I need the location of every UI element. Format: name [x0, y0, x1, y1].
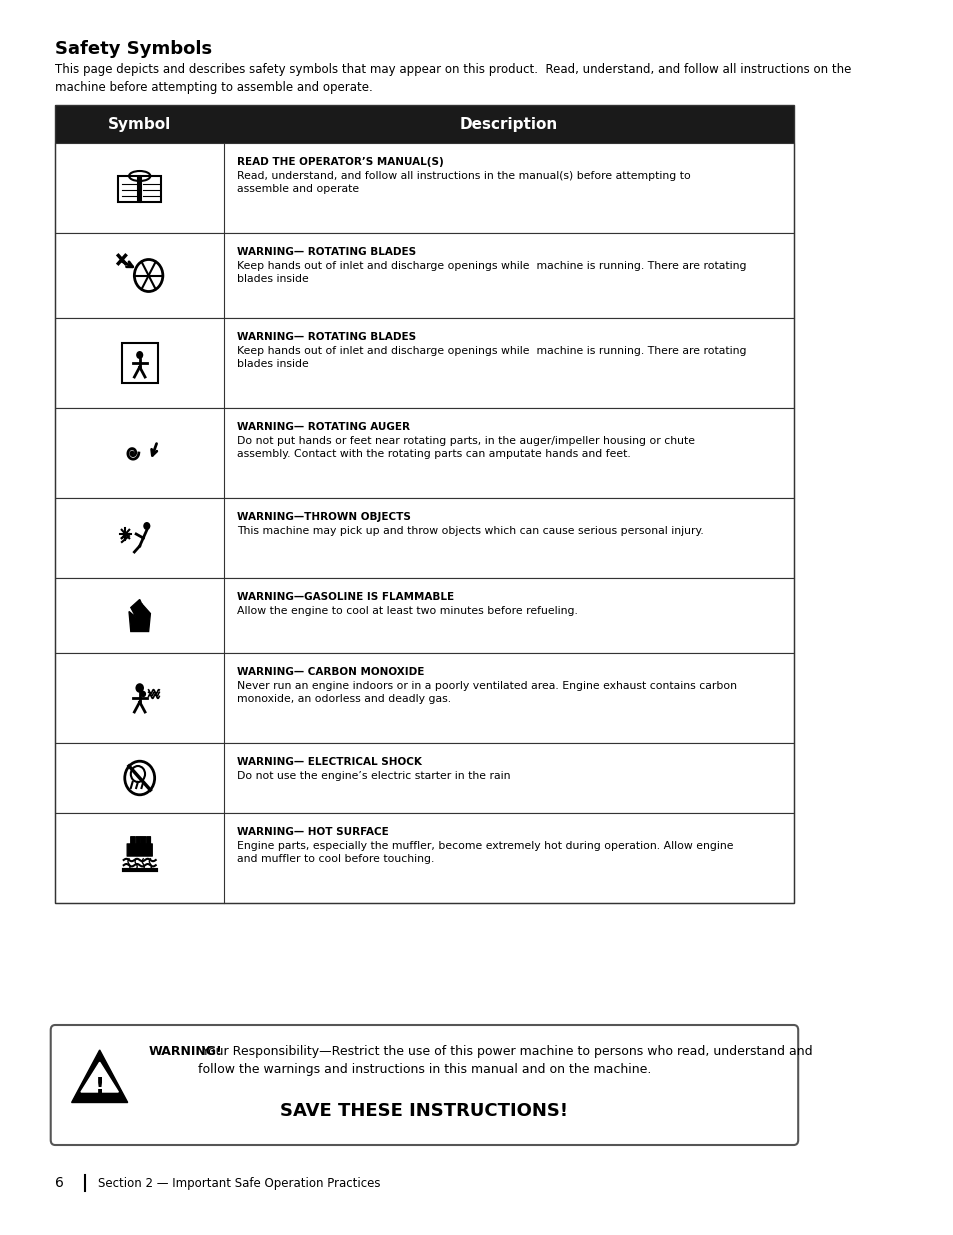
Circle shape [140, 690, 146, 698]
FancyBboxPatch shape [51, 1025, 798, 1145]
FancyBboxPatch shape [55, 105, 793, 143]
FancyBboxPatch shape [55, 317, 793, 408]
Text: Keep hands out of inlet and discharge openings while  machine is running. There : Keep hands out of inlet and discharge op… [236, 346, 745, 369]
Text: Never run an engine indoors or in a poorly ventilated area. Engine exhaust conta: Never run an engine indoors or in a poor… [236, 680, 736, 704]
Text: Your Responsibility—Restrict the use of this power machine to persons who read, : Your Responsibility—Restrict the use of … [197, 1045, 811, 1076]
FancyBboxPatch shape [55, 143, 793, 233]
Text: This machine may pick up and throw objects which can cause serious personal inju: This machine may pick up and throw objec… [236, 526, 702, 536]
Text: Read, understand, and follow all instructions in the manual(s) before attempting: Read, understand, and follow all instruc… [236, 170, 690, 194]
Text: Do not use the engine’s electric starter in the rain: Do not use the engine’s electric starter… [236, 771, 510, 781]
Text: Engine parts, especially the muffler, become extremely hot during operation. All: Engine parts, especially the muffler, be… [236, 841, 733, 864]
Text: WARNING— ROTATING AUGER: WARNING— ROTATING AUGER [236, 422, 409, 432]
Text: Safety Symbols: Safety Symbols [55, 40, 213, 58]
FancyBboxPatch shape [127, 844, 152, 856]
Text: 6: 6 [55, 1176, 64, 1191]
FancyBboxPatch shape [141, 837, 146, 845]
FancyBboxPatch shape [55, 578, 793, 653]
Text: WARNING—GASOLINE IS FLAMMABLE: WARNING—GASOLINE IS FLAMMABLE [236, 592, 454, 601]
FancyBboxPatch shape [147, 837, 151, 845]
Text: Do not put hands or feet near rotating parts, in the auger/impeller housing or c: Do not put hands or feet near rotating p… [236, 436, 694, 459]
Text: This page depicts and describes safety symbols that may appear on this product. : This page depicts and describes safety s… [55, 63, 851, 94]
Text: !: ! [94, 1077, 105, 1097]
Text: WARNING— ELECTRICAL SHOCK: WARNING— ELECTRICAL SHOCK [236, 757, 421, 767]
FancyBboxPatch shape [55, 813, 793, 903]
Polygon shape [81, 1062, 118, 1092]
Text: SAVE THESE INSTRUCTIONS!: SAVE THESE INSTRUCTIONS! [280, 1102, 568, 1120]
Text: WARNING— HOT SURFACE: WARNING— HOT SURFACE [236, 827, 388, 837]
FancyBboxPatch shape [55, 408, 793, 498]
Text: Description: Description [459, 116, 558, 131]
Text: WARNING—THROWN OBJECTS: WARNING—THROWN OBJECTS [236, 513, 410, 522]
Text: Section 2 — Important Safe Operation Practices: Section 2 — Important Safe Operation Pra… [98, 1177, 380, 1189]
Circle shape [136, 351, 143, 359]
FancyBboxPatch shape [55, 233, 793, 317]
FancyBboxPatch shape [136, 837, 141, 845]
Text: Symbol: Symbol [108, 116, 172, 131]
FancyBboxPatch shape [55, 498, 793, 578]
Text: WARNING— CARBON MONOXIDE: WARNING— CARBON MONOXIDE [236, 667, 424, 677]
Text: Allow the engine to cool at least two minutes before refueling.: Allow the engine to cool at least two mi… [236, 606, 577, 616]
Text: READ THE OPERATOR’S MANUAL(S): READ THE OPERATOR’S MANUAL(S) [236, 157, 443, 167]
FancyBboxPatch shape [131, 837, 135, 845]
Text: WARNING!: WARNING! [149, 1045, 222, 1058]
Circle shape [143, 522, 151, 530]
Text: WARNING— ROTATING BLADES: WARNING— ROTATING BLADES [236, 247, 416, 257]
Text: Keep hands out of inlet and discharge openings while  machine is running. There : Keep hands out of inlet and discharge op… [236, 261, 745, 284]
Polygon shape [71, 1050, 128, 1103]
Circle shape [135, 683, 144, 693]
Polygon shape [129, 599, 151, 631]
FancyBboxPatch shape [55, 743, 793, 813]
Text: WARNING— ROTATING BLADES: WARNING— ROTATING BLADES [236, 332, 416, 342]
FancyBboxPatch shape [55, 653, 793, 743]
